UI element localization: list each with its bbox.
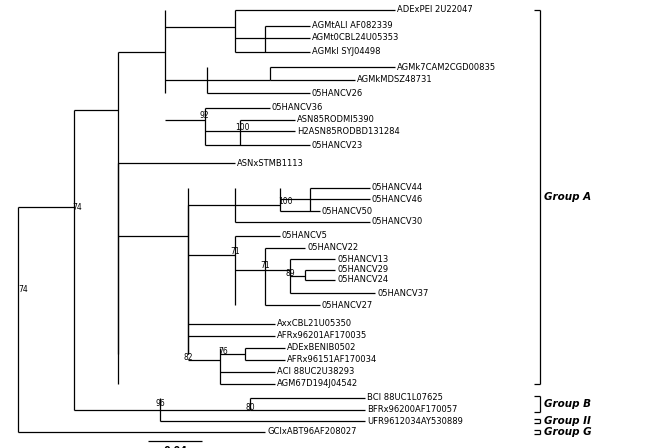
Text: AGMt0CBL24U05353: AGMt0CBL24U05353: [312, 34, 400, 43]
Text: 74: 74: [18, 285, 28, 294]
Text: 82: 82: [183, 353, 192, 362]
Text: 89: 89: [285, 268, 295, 277]
Text: ASNxSTMB1113: ASNxSTMB1113: [237, 159, 304, 168]
Text: 05HANCV29: 05HANCV29: [337, 266, 388, 275]
Text: BCI 88UC1L07625: BCI 88UC1L07625: [367, 393, 443, 402]
Text: 05HANCV36: 05HANCV36: [272, 103, 323, 112]
Text: 05HANCV44: 05HANCV44: [372, 184, 423, 193]
Text: 05HANCV30: 05HANCV30: [372, 217, 423, 227]
Text: Group G: Group G: [544, 427, 591, 437]
Text: Group B: Group B: [544, 399, 591, 409]
Text: 05HANCV13: 05HANCV13: [337, 254, 388, 263]
Text: 74: 74: [72, 202, 82, 211]
Text: AGMkMDSZ48731: AGMkMDSZ48731: [357, 76, 433, 85]
Text: 96: 96: [155, 400, 165, 409]
Text: 92: 92: [200, 111, 210, 120]
Text: 71: 71: [260, 260, 270, 270]
Text: 100: 100: [235, 122, 250, 132]
Text: 05HANCV37: 05HANCV37: [377, 289, 428, 297]
Text: Group A: Group A: [544, 192, 591, 202]
Text: AGMk7CAM2CGD00835: AGMk7CAM2CGD00835: [397, 63, 496, 72]
Text: AGMtALI AF082339: AGMtALI AF082339: [312, 22, 393, 30]
Text: 71: 71: [230, 247, 240, 257]
Text: 05HANCV23: 05HANCV23: [312, 141, 363, 150]
Text: UFR9612034AY530889: UFR9612034AY530889: [367, 417, 463, 426]
Text: 05HANCV22: 05HANCV22: [307, 244, 358, 253]
Text: 0.04: 0.04: [163, 446, 187, 448]
Text: 05HANCV50: 05HANCV50: [322, 207, 373, 215]
Text: AGM67D194J04542: AGM67D194J04542: [277, 379, 358, 388]
Text: ASN85RODMI5390: ASN85RODMI5390: [297, 116, 375, 125]
Text: GCIxABT96AF208027: GCIxABT96AF208027: [267, 427, 357, 436]
Text: BFRx96200AF170057: BFRx96200AF170057: [367, 405, 457, 414]
Text: 05HANCV5: 05HANCV5: [282, 232, 328, 241]
Text: AFRx96201AF170035: AFRx96201AF170035: [277, 332, 367, 340]
Text: ADExPEI 2U22047: ADExPEI 2U22047: [397, 5, 473, 14]
Text: 05HANCV24: 05HANCV24: [337, 276, 388, 284]
Text: 100: 100: [278, 197, 293, 206]
Text: AGMkI SYJ04498: AGMkI SYJ04498: [312, 47, 381, 56]
Text: 76: 76: [218, 348, 228, 357]
Text: H2ASN85RODBD131284: H2ASN85RODBD131284: [297, 126, 400, 135]
Text: 05HANCV27: 05HANCV27: [322, 301, 373, 310]
Text: 05HANCV26: 05HANCV26: [312, 89, 363, 98]
Text: 05HANCV46: 05HANCV46: [372, 194, 423, 203]
Text: ACI 88UC2U38293: ACI 88UC2U38293: [277, 367, 355, 376]
Text: AFRx96151AF170034: AFRx96151AF170034: [287, 356, 378, 365]
Text: Group II: Group II: [544, 416, 591, 426]
Text: AxxCBL21U05350: AxxCBL21U05350: [277, 319, 352, 328]
Text: ADExBENIB0502: ADExBENIB0502: [287, 344, 357, 353]
Text: 80: 80: [245, 402, 255, 412]
